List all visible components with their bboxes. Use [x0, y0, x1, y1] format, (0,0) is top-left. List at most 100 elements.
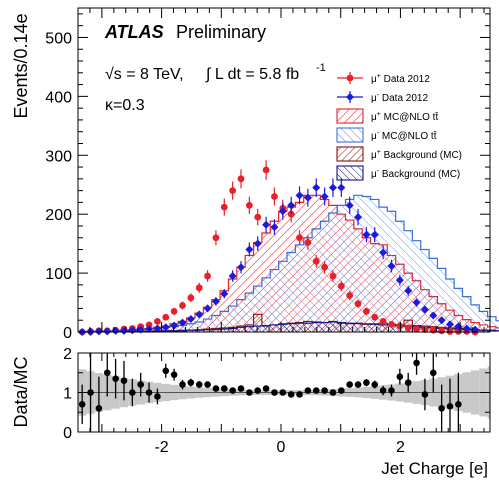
data-point-mu-plus [354, 300, 362, 308]
data-point-mu-minus [94, 327, 103, 336]
ratio-point [145, 389, 153, 396]
experiment-label: ATLAS [104, 22, 164, 42]
legend-entry: μ+ Background (MC) [336, 146, 462, 162]
main-y-tick-label: 300 [45, 148, 72, 165]
ratio-point [154, 393, 161, 400]
data-point-mu-plus [346, 292, 354, 299]
ratio-point [179, 381, 186, 388]
legend-label: μ+ MC@NLO tt̄ [371, 111, 439, 123]
data-point-mu-minus [420, 305, 429, 314]
kappa-label: κ=0.3 [105, 97, 145, 114]
data-point-mu-plus [245, 201, 253, 209]
main-y-tick-label: 200 [45, 207, 72, 224]
data-point-mu-plus [371, 313, 379, 321]
ratio-point [87, 389, 94, 396]
legend-label: μ+ Background (MC) [371, 149, 462, 161]
data-point-mu-minus [103, 327, 112, 336]
main-y-tick-label: 0 [63, 325, 72, 342]
data-point-mu-minus [412, 298, 421, 307]
ratio-point [429, 369, 437, 377]
legend: μ+ Data 2012 μ- Data 2012 μ+ MC@NLO tt̄ μ- … [336, 72, 462, 181]
ratio-point [262, 385, 270, 392]
data-point-mu-plus [429, 326, 437, 334]
data-point-mu-minus [211, 297, 220, 306]
data-point-mu-minus [262, 220, 271, 229]
ratio-point [354, 381, 362, 388]
data-point-mu-minus [145, 325, 154, 334]
status-label: Preliminary [176, 22, 266, 42]
main-plot-panel: 0 100 200 300 400 500 [45, 7, 499, 342]
data-point-mu-minus [245, 245, 254, 254]
ratio-point [296, 391, 303, 398]
ratio-y-tick-label: 1 [63, 386, 72, 403]
data-point-mu-plus [262, 166, 270, 174]
ratio-point [120, 377, 128, 384]
ratio-point [338, 387, 345, 394]
data-point-mu-plus [187, 294, 195, 302]
data-point-mu-minus [303, 193, 312, 202]
data-point-mu-plus [204, 272, 211, 280]
main-y-tick-label: 400 [45, 89, 72, 106]
ratio-y-tick-label: 2 [63, 346, 72, 363]
ratio-point [304, 387, 312, 394]
x-axis-label: Jet Charge [e] [381, 459, 488, 478]
ratio-point [187, 379, 195, 386]
legend-entry: μ- MC@NLO tt̄ [336, 127, 437, 143]
data-point-mu-plus [212, 234, 220, 242]
legend-swatch [336, 108, 364, 124]
legend-swatch [336, 146, 364, 162]
luminosity-unit-superscript: -1 [316, 62, 326, 74]
data-point-mu-minus [354, 213, 363, 222]
x-tick-label: 2 [396, 439, 405, 456]
ratio-plot-panel: 0 1 2 -2 0 2 [63, 346, 491, 456]
background-hist-fill-1 [78, 321, 499, 332]
ratio-point [455, 401, 462, 408]
data-point-mu-plus [154, 317, 161, 325]
ratio-point [321, 387, 328, 394]
data-point-mu-plus [170, 307, 178, 315]
data-point-mu-plus [220, 203, 228, 211]
main-y-tick-label: 500 [45, 30, 72, 47]
data-point-mu-plus [396, 322, 404, 330]
ratio-point [129, 389, 136, 396]
data-point-mu-minus [387, 262, 396, 271]
ratio-point [396, 373, 404, 381]
data-point-mu-plus [413, 325, 420, 333]
ratio-point [329, 389, 337, 396]
main-y-tick-label: 100 [45, 266, 72, 283]
ratio-point [438, 405, 445, 412]
ratio-point [271, 389, 278, 396]
data-point-mu-plus [162, 313, 170, 321]
data-point-mu-minus [370, 230, 379, 239]
data-point-mu-minus [395, 276, 404, 285]
data-point-mu-minus [320, 192, 329, 201]
mc-hist-outline-1 [78, 194, 499, 333]
legend-entry: μ+ MC@NLO tt̄ [336, 108, 439, 124]
data-point-mu-plus [388, 320, 395, 328]
data-point-mu-plus [271, 193, 278, 200]
ratio-point [212, 385, 220, 392]
ratio-point [404, 379, 412, 386]
data-point-mu-plus [321, 263, 329, 271]
data-point-mu-minus [287, 201, 296, 210]
ratio-y-axis-label: Data/MC [11, 356, 31, 427]
ratio-point [413, 359, 420, 367]
data-point-mu-minus [270, 223, 279, 232]
legend-entry: μ- Background (MC) [336, 165, 460, 181]
data-point-mu-plus [404, 324, 412, 332]
mc-hist-fill-1 [78, 195, 499, 332]
ratio-point [388, 387, 395, 394]
ratio-point [204, 381, 211, 388]
ratio-point [279, 389, 287, 396]
data-point-mu-minus [195, 310, 204, 319]
ratio-point [254, 387, 262, 394]
ratio-point [287, 391, 295, 398]
data-point-mu-plus [254, 213, 262, 221]
data-point-mu-plus [438, 327, 446, 335]
ratio-point [103, 369, 111, 377]
ratio-point [137, 381, 144, 388]
data-point-mu-plus [145, 321, 153, 329]
main-y-axis-label: Events/0.14e [11, 13, 31, 118]
ratio-point [112, 375, 119, 382]
data-point-mu-minus [178, 318, 187, 327]
